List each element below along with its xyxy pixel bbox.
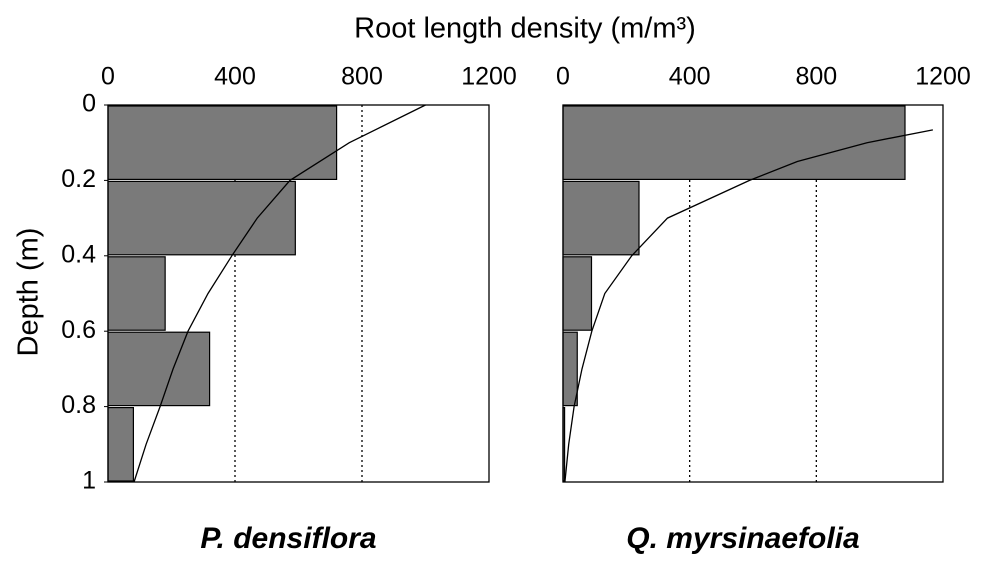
y-axis-title: Depth (m) [13, 228, 45, 357]
panel-title: P. densiflora [200, 522, 376, 555]
bar [562, 256, 593, 331]
y-tick-label: 0.6 [61, 316, 96, 344]
plot-frame [107, 104, 490, 483]
bar [107, 180, 296, 256]
plot-frame [562, 104, 944, 483]
x-tick-label: 400 [669, 63, 711, 91]
x-tick-label: 1200 [461, 63, 517, 91]
bar [107, 105, 338, 181]
fit-curve [564, 129, 933, 483]
bar [562, 105, 906, 181]
x-tick-label: 800 [341, 63, 383, 91]
fit-curve [133, 104, 426, 483]
x-axis-title: Root length density (m/m³) [354, 13, 696, 45]
bar [107, 407, 134, 482]
x-tick-label: 0 [556, 63, 570, 91]
y-tick-label: 0 [82, 90, 96, 118]
x-tick-label: 0 [101, 63, 115, 91]
bar [562, 331, 578, 407]
bar [107, 331, 211, 407]
x-tick-label: 1200 [915, 63, 971, 91]
y-tick-label: 0.4 [61, 240, 96, 268]
x-tick-label: 800 [795, 63, 837, 91]
bar [562, 180, 640, 256]
bar [107, 256, 166, 331]
x-tick-label: 400 [214, 63, 256, 91]
y-tick-label: 0.2 [61, 165, 96, 193]
panel-title: Q. myrsinaefolia [626, 522, 859, 555]
y-tick-label: 0.8 [61, 391, 96, 419]
y-tick-label: 1 [82, 467, 96, 495]
